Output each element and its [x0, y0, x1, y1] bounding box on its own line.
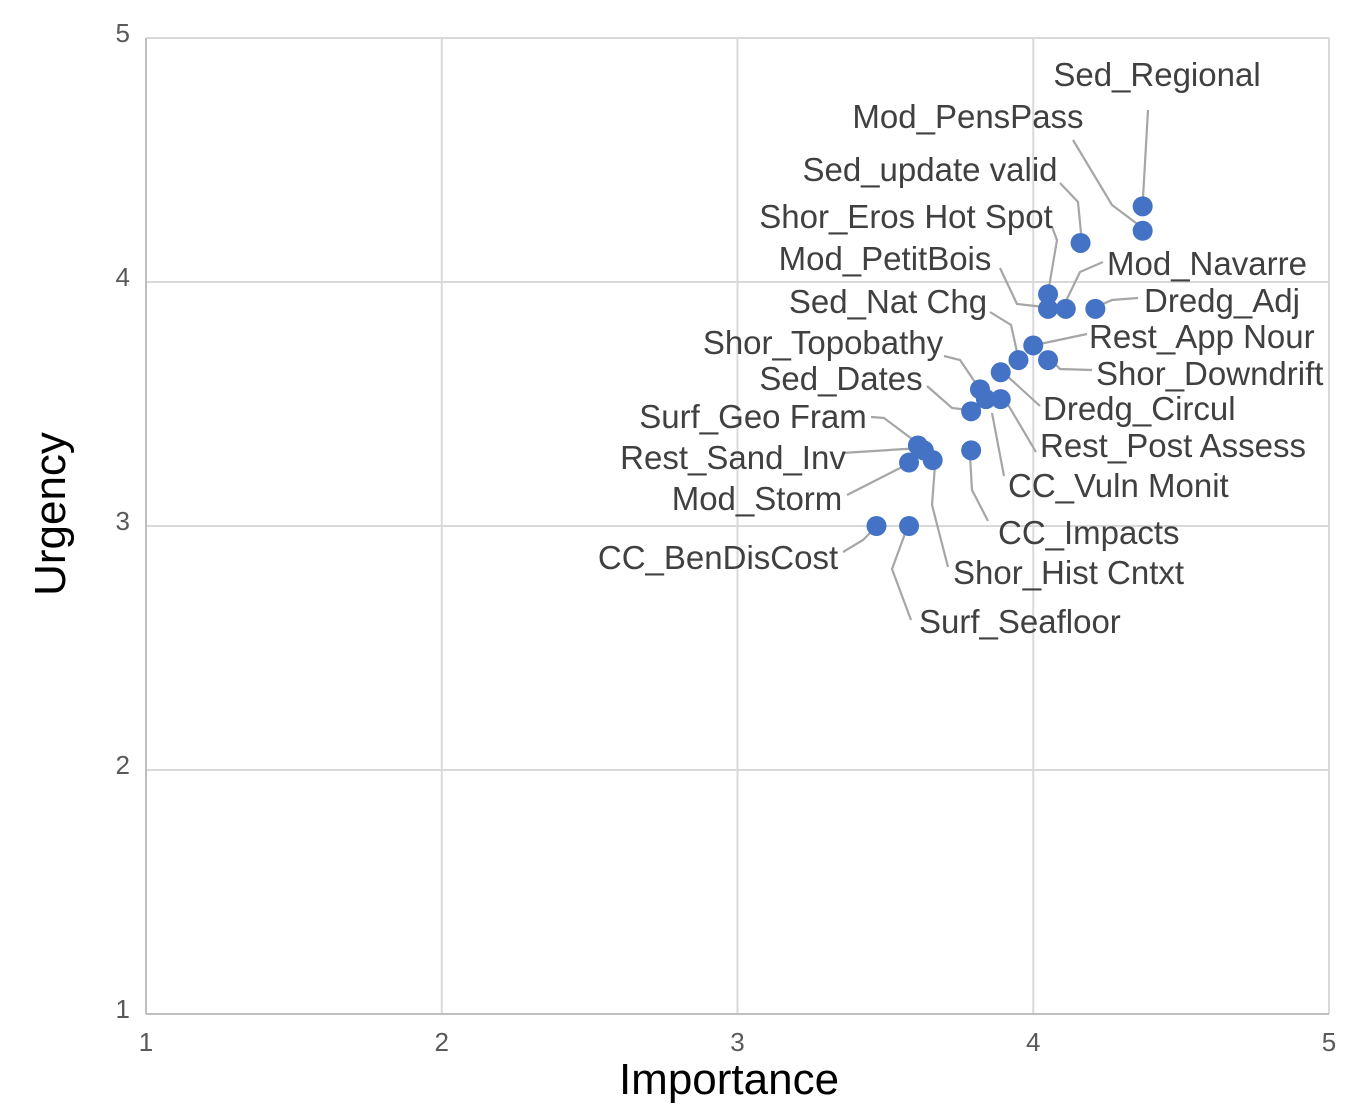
data-point [975, 389, 996, 410]
data-point [1008, 350, 1029, 371]
label-leader-lines [841, 109, 1150, 621]
y-tick-label: 5 [116, 18, 130, 48]
leader-line [1141, 109, 1150, 199]
data-point [1038, 298, 1059, 319]
data-points [866, 196, 1153, 536]
data-point [1038, 350, 1059, 371]
data-label: Shor_Topobathy [703, 324, 944, 361]
data-label: Sed_Nat Chg [789, 283, 987, 320]
data-label: Surf_Seafloor [919, 603, 1121, 640]
leader-line [1034, 332, 1088, 347]
axes: 1 2 3 4 5 1 2 3 4 5 [116, 18, 1337, 1057]
data-point [866, 516, 887, 536]
leader-line [890, 530, 913, 621]
x-axis-title: Importance [619, 1055, 839, 1104]
data-label: Dredg_Circul [1043, 390, 1236, 427]
data-point [922, 450, 943, 471]
data-point [1132, 196, 1153, 217]
leader-line [1047, 226, 1059, 288]
leader-line [1004, 373, 1041, 407]
leader-line [968, 455, 989, 522]
leader-line [990, 412, 1006, 477]
data-label: Shor_Hist Cntxt [953, 554, 1184, 591]
data-point [1085, 298, 1106, 319]
data-label: Shor_Eros Hot Spot [759, 198, 1053, 235]
data-label: Rest_App Nour [1089, 318, 1315, 355]
data-label: Mod_Storm [672, 480, 843, 517]
leader-line [989, 311, 1019, 353]
x-tick-label: 1 [139, 1027, 153, 1057]
leader-line [943, 354, 980, 389]
data-point [899, 516, 920, 536]
data-label: Mod_Navarre [1107, 245, 1307, 282]
leader-line [1072, 139, 1141, 227]
leader-line [846, 464, 907, 496]
y-tick-label: 3 [116, 506, 130, 536]
data-label: Mod_PetitBois [779, 240, 992, 277]
leader-line [842, 529, 874, 553]
leader-line [841, 446, 922, 455]
leader-line [1065, 260, 1104, 302]
data-label: Rest_Post Assess [1040, 427, 1306, 464]
data-label: CC_Vuln Monit [1008, 467, 1229, 504]
leader-line [999, 267, 1045, 309]
data-label: Mod_PensPass [852, 98, 1083, 135]
data-point [990, 389, 1011, 410]
data-point [1070, 232, 1091, 253]
gridlines [146, 37, 1330, 1014]
data-point [1023, 335, 1044, 356]
data-point [1132, 220, 1153, 241]
data-label: Surf_Geo Fram [639, 398, 866, 435]
leader-line [1006, 402, 1037, 453]
data-label: CC_BenDisCost [598, 539, 838, 576]
data-point [899, 452, 920, 473]
data-label: Shor_Downdrift [1096, 355, 1323, 392]
data-label: Sed_Regional [1053, 56, 1260, 93]
x-tick-label: 2 [435, 1027, 449, 1057]
y-tick-label: 2 [116, 750, 130, 780]
data-label: Sed_Dates [759, 360, 922, 397]
data-label: Sed_update valid [802, 151, 1057, 188]
data-label: CC_Impacts [998, 514, 1180, 551]
data-point [961, 440, 982, 461]
x-tick-label: 3 [730, 1027, 744, 1057]
x-tick-label: 5 [1322, 1027, 1336, 1057]
y-axis-title: Urgency [26, 432, 75, 596]
leader-line [930, 464, 950, 568]
leader-line [870, 415, 913, 440]
y-tick-label: 4 [116, 262, 130, 292]
data-point [1055, 298, 1076, 319]
data-label: Rest_Sand_Inv [620, 439, 846, 476]
data-point [1038, 284, 1059, 305]
data-point [990, 362, 1011, 383]
leader-line [1059, 182, 1083, 234]
data-point [961, 401, 982, 422]
y-tick-label: 1 [116, 994, 130, 1024]
data-label: Dredg_Adj [1144, 282, 1300, 319]
x-tick-label: 4 [1026, 1027, 1040, 1057]
data-labels: Sed_Regional Mod_PensPass Sed_update valid… [598, 56, 1324, 640]
